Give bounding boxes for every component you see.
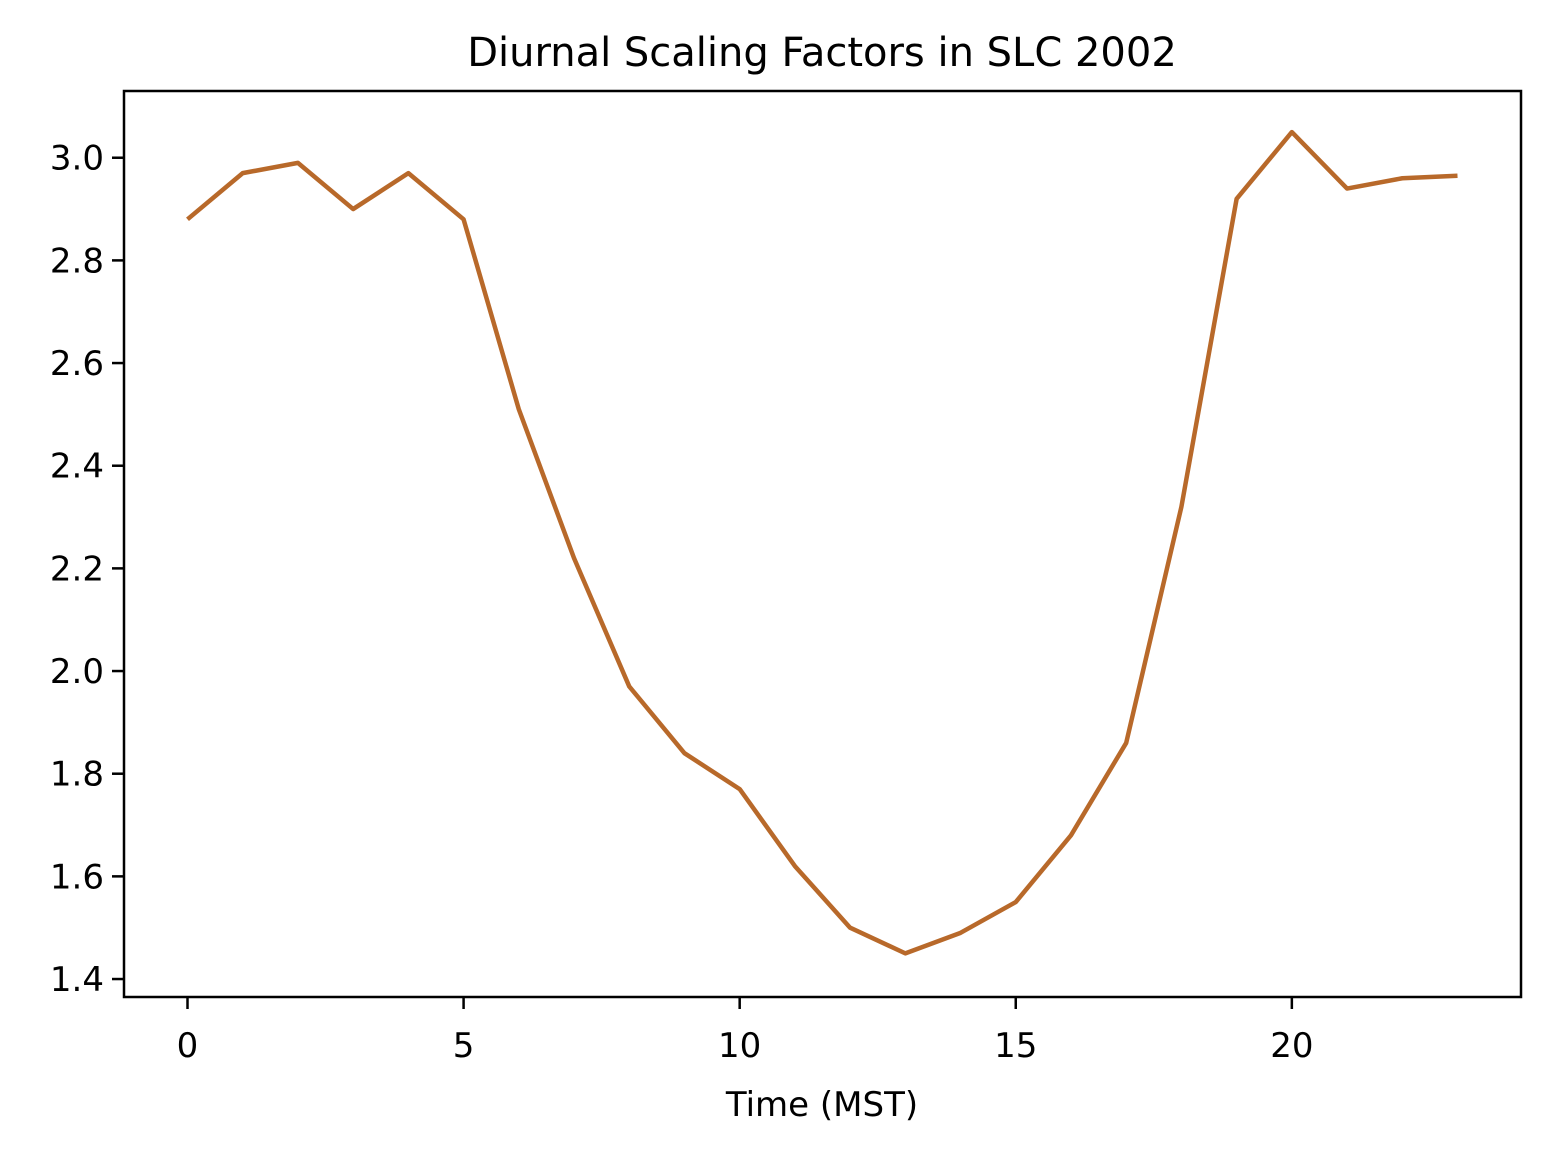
plot-area [186,129,1458,956]
x-tick-label: 0 [177,1026,199,1066]
series-line-0 [186,129,1458,956]
y-axis: 1.4 1.6 1.8 2.0 2.2 2.4 2.6 2.8 3.0 [50,139,124,1000]
y-tick-label: 1.4 [50,960,104,1000]
y-tick-label: 1.8 [50,755,104,795]
y-tick-label: 2.0 [50,652,104,692]
chart-title: Diurnal Scaling Factors in SLC 2002 [467,30,1177,76]
x-tick-label: 15 [994,1026,1037,1066]
x-tick-label: 20 [1270,1026,1313,1066]
y-tick-label: 2.6 [50,344,104,384]
y-tick-label: 2.2 [50,549,104,589]
x-tick-label: 10 [718,1026,761,1066]
x-tick-label: 5 [453,1026,475,1066]
y-tick-label: 3.0 [50,139,104,179]
x-axis-label: Time (MST) [725,1085,918,1125]
y-tick-label: 1.6 [50,857,104,897]
y-tick-label: 2.4 [50,447,104,487]
plot-frame [122,89,1523,999]
y-tick-label: 2.8 [50,241,104,281]
x-axis: 0 5 10 15 20 [177,997,1313,1066]
